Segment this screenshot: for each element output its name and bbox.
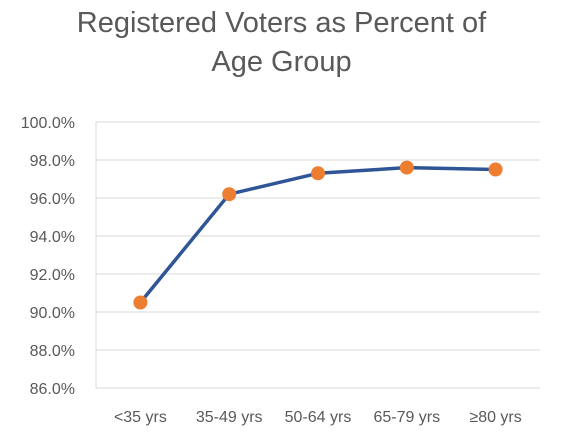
gridlines (95, 121, 540, 389)
chart-title: Registered Voters as Percent of Age Grou… (76, 7, 487, 78)
x-tick-label: 50-64 yrs (285, 409, 352, 426)
data-point (311, 166, 325, 181)
y-tick-label: 96.0% (30, 191, 75, 208)
data-point (399, 160, 414, 175)
data-point (133, 295, 148, 310)
y-tick-label: 90.0% (30, 305, 75, 322)
data-point (488, 162, 503, 177)
series-line (138, 165, 498, 305)
y-tick-label: 100.0% (21, 115, 75, 132)
y-tick-label: 92.0% (30, 267, 75, 284)
x-tick-label: ≥80 yrs (469, 409, 521, 426)
x-tick-label: <35 yrs (114, 409, 167, 426)
y-axis-tick-labels: 86.0% 88.0% 90.0% 92.0% 94.0% 96.0% 98.0% 100.0… (21, 115, 75, 398)
data-point (222, 187, 237, 202)
series (133, 160, 503, 310)
x-axis-tick-labels: <35 yrs 35-49 yrs 50-64 yrs 65-79 yrs ≥80 yr… (114, 409, 522, 426)
y-tick-label: 86.0% (30, 381, 75, 398)
y-tick-label: 88.0% (30, 343, 75, 360)
x-tick-label: 35-49 yrs (196, 409, 263, 426)
x-tick-label: 65-79 yrs (373, 409, 440, 426)
y-tick-label: 94.0% (30, 229, 75, 246)
y-tick-label: 98.0% (30, 153, 75, 170)
